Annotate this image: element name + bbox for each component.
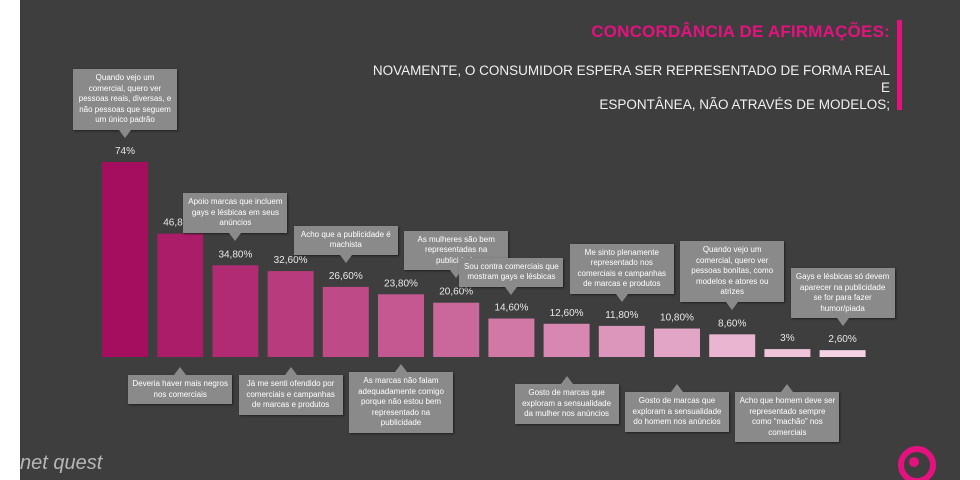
slide: CONCORDÂNCIA DE AFIRMAÇÕES: NOVAMENTE, O… [20,0,960,480]
bar-value-label-13: 3% [780,333,795,344]
callout-text-8: Sou contra comerciais que mostram gays e… [464,261,559,282]
callout-pointer-14 [836,318,849,327]
bar-value-label-9: 12,60% [550,308,584,319]
bar-1 [102,162,148,357]
callout-5: Acho que a publicidade é machista [293,225,398,263]
bar-12 [709,334,756,357]
bar-7 [433,302,480,357]
bar-value-label-10: 11,80% [605,310,638,321]
brand-dot-icon [909,457,919,467]
callout-text-12: Quando vejo um comercial, quero ver pess… [691,245,774,297]
bar-value-label-11: 10,80% [660,313,694,324]
bar-value-label-4: 32,60% [274,255,308,266]
callout-pointer-6 [395,364,407,372]
callout-8: Sou contra comerciais que mostram gays e… [459,257,564,295]
bar-4 [267,271,314,357]
callout-pointer-5 [339,254,352,263]
callout-14: Gays e lésbicas só devem aparecer na pub… [790,268,895,327]
callout-text-4: Já me senti ofendido por comerciais e ca… [246,379,335,409]
bar-6 [378,294,424,357]
callout-pointer-2 [174,367,187,375]
subtitle-line-2: ESPONTÂNEA, NÃO ATRAVÉS DE MODELOS; [599,97,890,112]
callout-pointer-9 [560,376,573,384]
callout-pointer-7 [450,270,463,279]
callout-pointer-3 [229,232,242,241]
callout-pointer-1 [119,129,131,138]
callout-text-6: As marcas não falam adequadamente comigo… [358,376,444,427]
callout-pointer-4 [284,367,297,375]
callout-10: Me sinto plenamente representado nos com… [569,243,674,302]
title-accent-bar [897,20,902,110]
bar-10 [598,325,645,357]
callout-text-10: Me sinto plenamente representado nos com… [577,247,667,289]
bar-value-label-12: 8,60% [718,318,746,329]
callout-2: Deveria haver mais negros nos comerciais [128,367,233,404]
callout-text-1: Quando vejo um comercial, quero ver pess… [78,73,172,124]
callout-text-2: Deveria haver mais negros nos comerciais [132,379,228,399]
bar-14 [819,350,866,357]
callout-3: Apoio marcas que incluem gays e lésbicas… [183,193,288,241]
callout-13: Acho que homem deve ser representado sem… [735,384,840,442]
callout-text-13: Acho que homem deve ser representado sem… [739,396,836,437]
callout-11: Gosto de marcas que exploram a sensualid… [625,384,729,432]
bar-value-label-7: 20,60% [439,287,473,298]
bar-2 [157,233,204,357]
callout-pointer-8 [505,286,518,295]
callout-text-9: Gosto de marcas que exploram a sensualid… [522,388,612,418]
callout-pointer-10 [615,293,628,302]
brand-circle-icon [898,446,936,480]
callout-1: Quando vejo um comercial, quero ver pess… [73,69,177,138]
callout-9: Gosto de marcas que exploram a sensualid… [514,376,619,424]
callout-text-3: Apoio marcas que incluem gays e lésbicas… [188,197,283,228]
bar-value-label-5: 26,60% [329,271,363,282]
bar-5 [322,286,369,357]
bar-value-label-3: 34,80% [218,249,252,260]
bar-8 [488,318,535,357]
bar-value-label-8: 14,60% [494,303,528,314]
slide-title: CONCORDÂNCIA DE AFIRMAÇÕES: [591,22,890,41]
callout-text-7: As mulheres são bem representadas na pub… [417,234,495,265]
bar-value-label-6: 23,80% [384,278,418,289]
callout-pointer-13 [781,384,794,392]
callout-6: As marcas não falam adequadamente comigo… [349,364,453,433]
bar-13 [764,349,811,357]
bar-value-label-1: 74% [115,146,135,157]
bar-value-label-2: 46,80% [163,218,197,229]
callout-text-14: Gays e lésbicas só devem aparecer na pub… [795,272,890,313]
bar-3 [212,265,259,357]
bar-value-label-14: 2,60% [828,334,856,345]
callout-12: Quando vejo um comercial, quero ver pess… [680,241,785,310]
callout-pointer-12 [726,301,739,310]
bar-11 [654,328,700,357]
bar-chart: 74% 46,80% 34,80% 32,60% 26,60% 23,80% 20,60% 1… [102,146,866,357]
callout-text-5: Acho que a publicidade é machista [300,229,391,250]
netquest-logo: net quest [20,452,103,474]
bar-9 [543,323,590,357]
subtitle-line-1: NOVAMENTE, O CONSUMIDOR ESPERA SER REPRE… [372,63,890,95]
callout-4: Já me senti ofendido por comerciais e ca… [238,367,343,415]
callout-text-11: Gosto de marcas que exploram a sensualid… [632,396,722,426]
slide-subtitle: NOVAMENTE, O CONSUMIDOR ESPERA SER REPRE… [370,62,890,113]
callout-pointer-11 [671,384,683,392]
